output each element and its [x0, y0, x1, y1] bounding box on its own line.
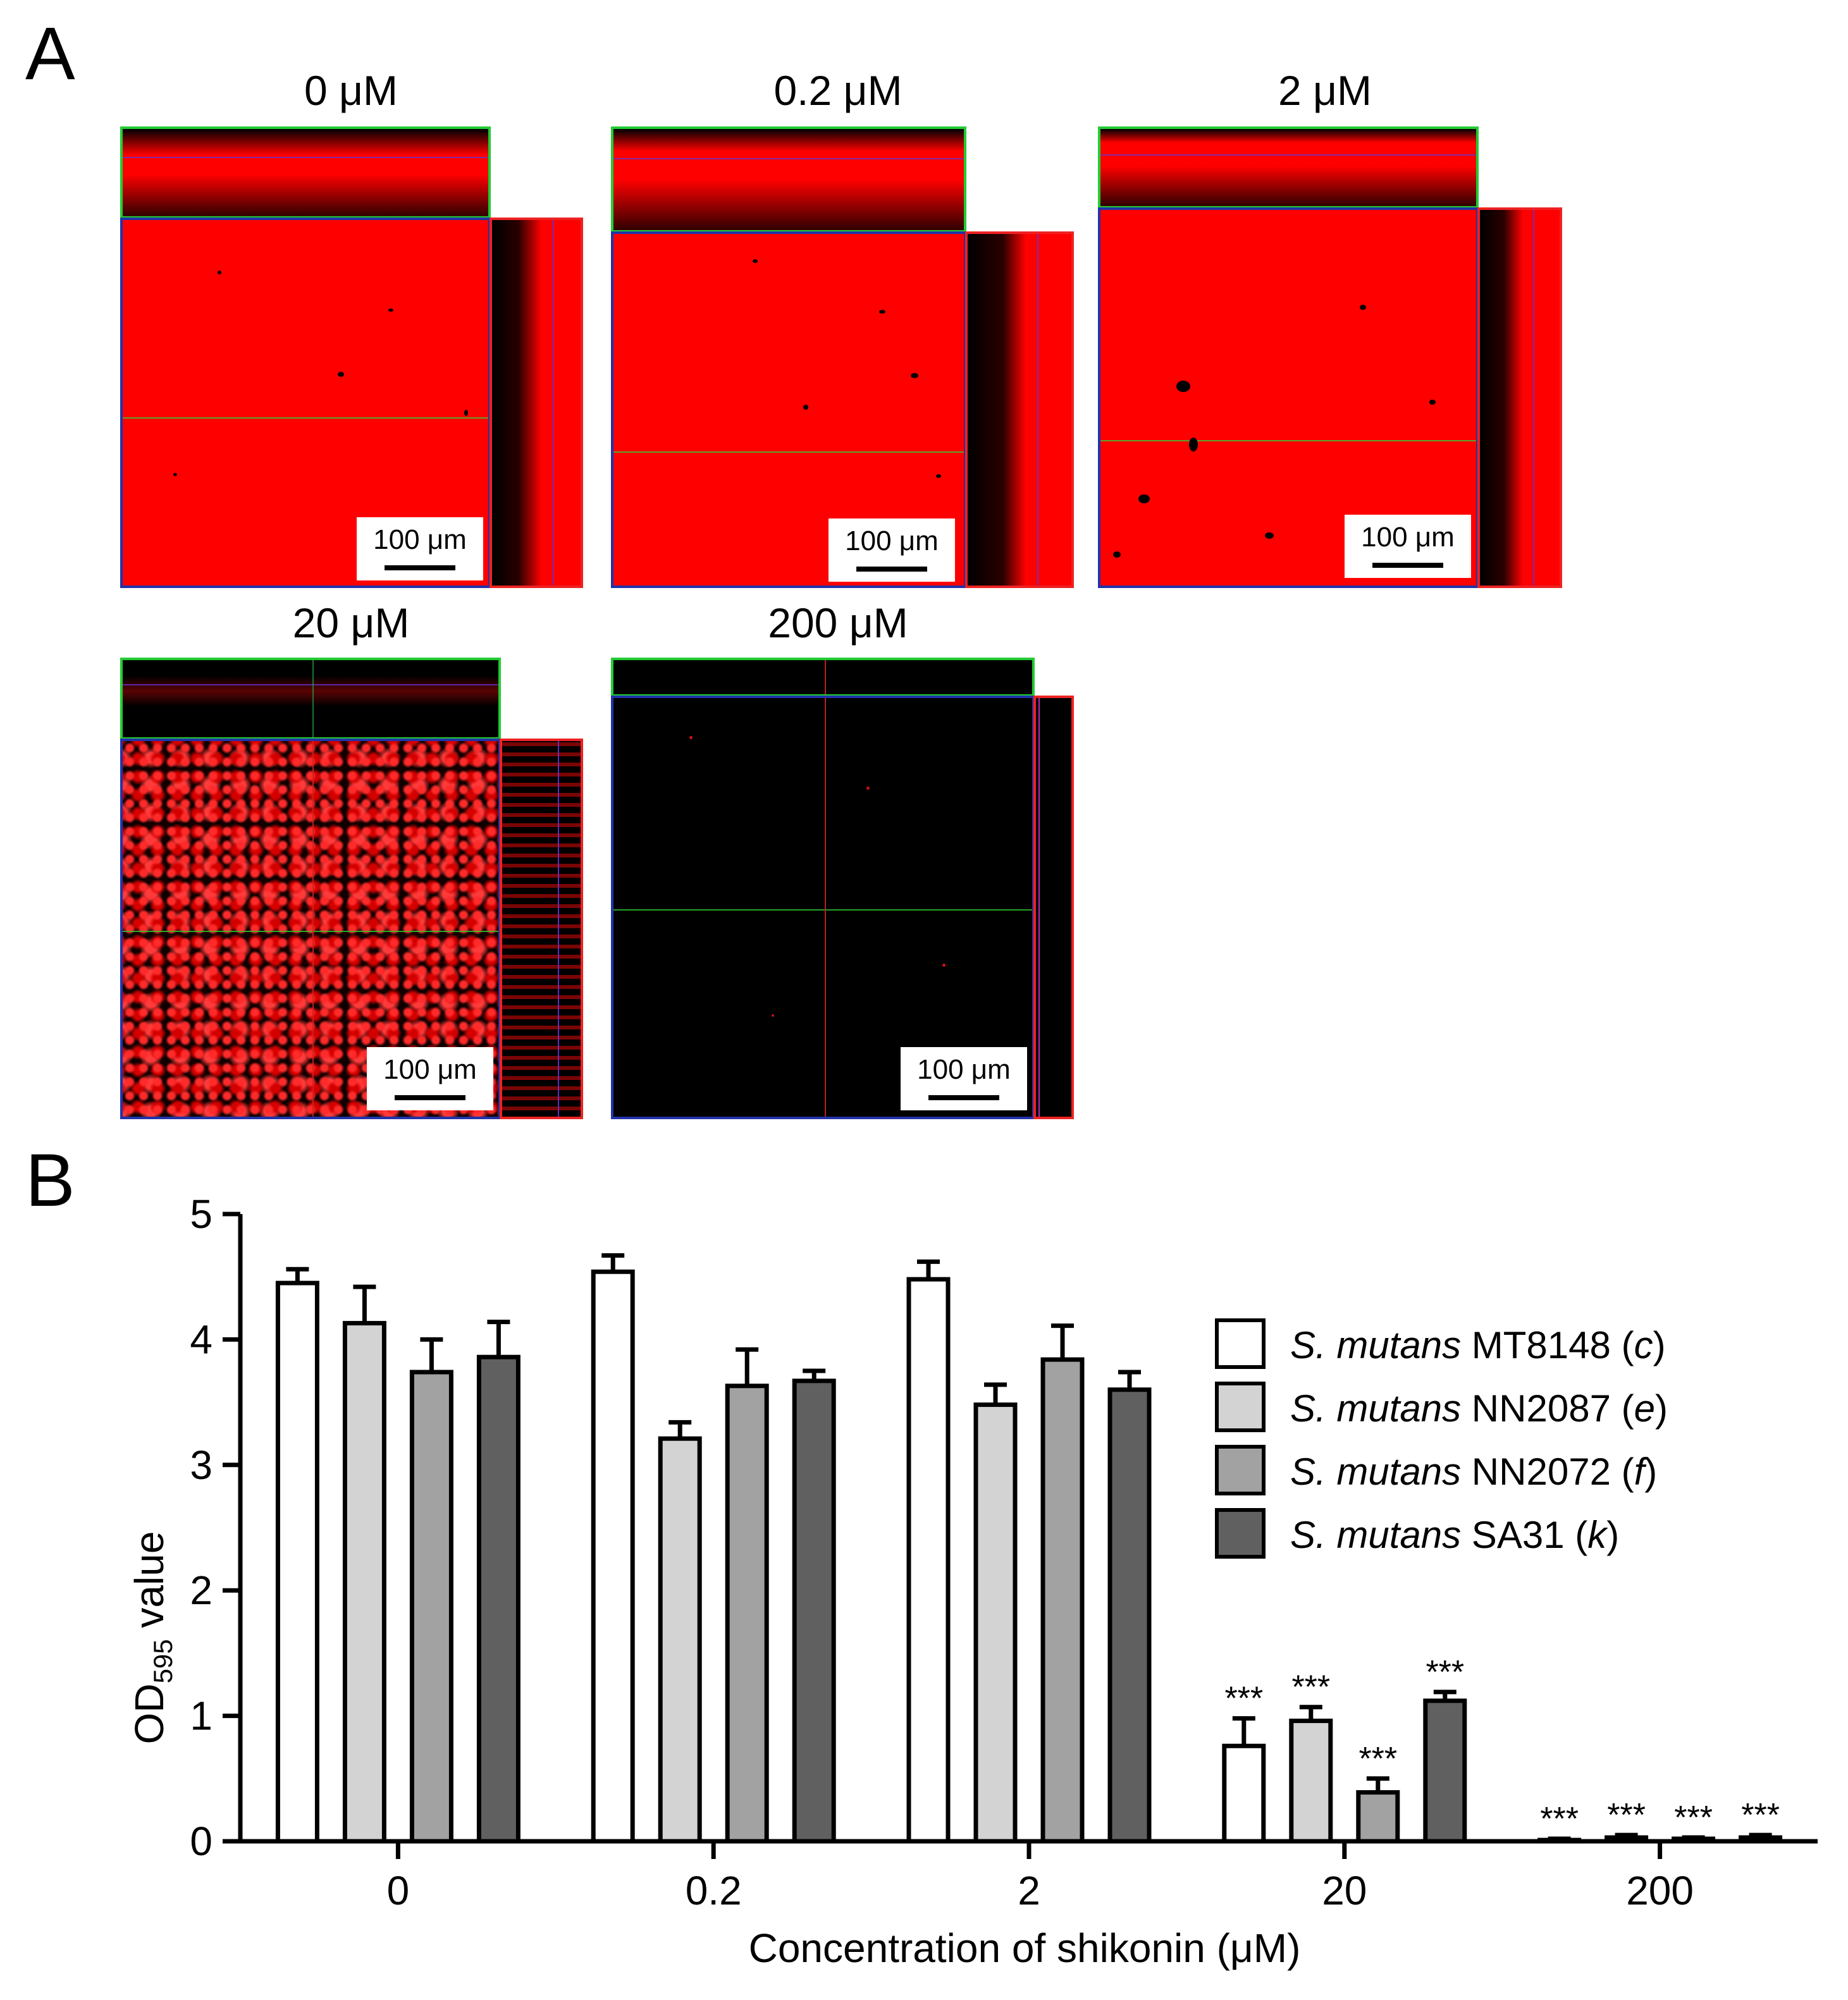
- significance-marker: ***: [1674, 1800, 1713, 1836]
- significance-marker: ***: [1291, 1669, 1330, 1706]
- yz-section: [490, 218, 583, 588]
- bar: [1040, 1357, 1085, 1844]
- panel-a-letter: A: [25, 12, 75, 95]
- bar: [1672, 1836, 1716, 1844]
- xz-section: [1098, 126, 1479, 209]
- y-tick-label: 4: [190, 1316, 213, 1362]
- y-tick-label: 3: [190, 1442, 213, 1488]
- bar: [476, 1354, 521, 1844]
- xz-section: [611, 658, 1035, 697]
- bar: [409, 1370, 453, 1844]
- scale-bar: 100 μm: [1345, 515, 1471, 578]
- scale-bar: 100 μm: [829, 518, 955, 582]
- bar: [792, 1378, 836, 1844]
- significance-marker: ***: [1426, 1654, 1464, 1691]
- x-tick-label: 2: [1018, 1868, 1040, 1913]
- x-tick-label: 20: [1322, 1868, 1367, 1913]
- legend: S. mutans MT8148 (c) S. mutans NN2087 (e)…: [1215, 1318, 1668, 1559]
- micrograph-title-2um: 2 μM: [1278, 67, 1372, 114]
- yz-section: [965, 231, 1074, 588]
- micrograph-title-200um: 200 μM: [768, 599, 908, 646]
- significance-marker: ***: [1607, 1797, 1646, 1834]
- xy-section: 100 μm: [611, 231, 966, 588]
- bar: [275, 1280, 319, 1844]
- scale-bar: 100 μm: [901, 1047, 1027, 1110]
- x-tick-label: 0: [387, 1868, 410, 1913]
- y-tick-label: 0: [190, 1819, 213, 1864]
- yz-section: [1033, 696, 1074, 1119]
- legend-label: S. mutans MT8148 (c): [1290, 1324, 1666, 1366]
- significance-marker: ***: [1540, 1801, 1579, 1837]
- x-tick-label: 0.2: [686, 1868, 742, 1913]
- bar: [658, 1436, 702, 1844]
- bars: *** *** *** *** *** *** *** ***: [275, 1253, 1783, 1844]
- micrograph-title-0um: 0 μM: [304, 67, 398, 114]
- micrograph-title-0-2um: 0.2 μM: [773, 67, 902, 114]
- y-axis-label: OD595 value: [126, 1531, 178, 1745]
- bar: [1605, 1835, 1649, 1844]
- scale-bar: 100 μm: [367, 1047, 493, 1110]
- x-axis-label: Concentration of shikonin (μM): [749, 1925, 1301, 1971]
- bar: [342, 1321, 386, 1844]
- xz-section: [611, 126, 966, 233]
- significance-marker: ***: [1741, 1797, 1780, 1834]
- bar: [1222, 1743, 1266, 1844]
- bar: [973, 1402, 1018, 1844]
- bar: [1356, 1790, 1400, 1844]
- axes: 0 1 2 3 4 5 0 0.2 2 20 200: [190, 1191, 1818, 1913]
- xy-section: 100 μm: [120, 739, 501, 1119]
- significance-marker: ***: [1358, 1741, 1397, 1777]
- y-tick-label: 1: [190, 1693, 213, 1739]
- x-tick-label: 200: [1626, 1868, 1694, 1913]
- bar: [1289, 1719, 1333, 1844]
- bar: [1537, 1837, 1582, 1844]
- xy-section: 100 μm: [120, 218, 491, 588]
- legend-label: S. mutans NN2072 (f): [1290, 1451, 1657, 1493]
- yz-section: [500, 739, 583, 1119]
- legend-label: S. mutans SA31 (k): [1290, 1514, 1619, 1556]
- bar: [1423, 1698, 1467, 1844]
- bar: [591, 1269, 635, 1844]
- legend-label: S. mutans NN2087 (e): [1290, 1387, 1668, 1430]
- bar: [725, 1383, 769, 1844]
- micrograph-title-20um: 20 μM: [292, 599, 410, 646]
- y-tick-label: 2: [190, 1567, 213, 1613]
- xy-section: 100 μm: [611, 696, 1035, 1119]
- scale-bar: 100 μm: [357, 517, 483, 580]
- legend-swatch: [1215, 1382, 1266, 1432]
- bar: [906, 1277, 951, 1844]
- y-tick-label: 5: [190, 1191, 213, 1237]
- xy-section: 100 μm: [1098, 207, 1479, 588]
- yz-section: [1477, 207, 1562, 588]
- legend-swatch: [1215, 1508, 1266, 1559]
- xz-section: [120, 658, 501, 740]
- panel-b-letter: B: [25, 1139, 75, 1222]
- bar: [1739, 1835, 1783, 1844]
- legend-swatch: [1215, 1445, 1266, 1495]
- xz-section: [120, 126, 491, 219]
- significance-marker: ***: [1224, 1681, 1263, 1717]
- bar: [1107, 1387, 1152, 1844]
- legend-swatch: [1215, 1318, 1266, 1369]
